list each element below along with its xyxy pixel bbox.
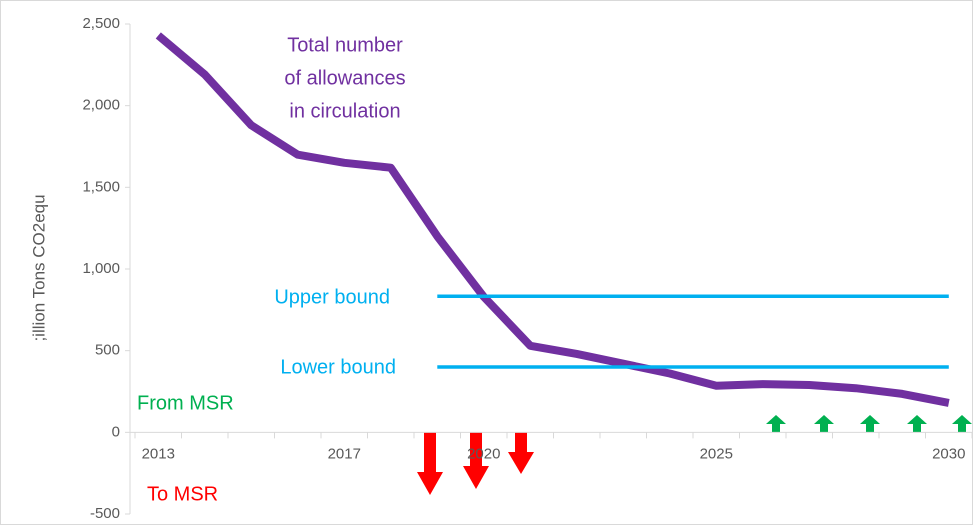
y-tick-label: 0 — [112, 423, 120, 440]
x-tick-label: 2025 — [700, 445, 733, 462]
y-tick-label: 2,000 — [82, 97, 120, 114]
x-tick-label: 2030 — [932, 445, 965, 462]
y-tick-label: 1,500 — [82, 178, 120, 195]
arrow — [814, 415, 834, 432]
annotation: To MSR — [147, 483, 218, 505]
series-line — [155, 32, 950, 407]
arrow — [907, 415, 927, 432]
arrow — [766, 415, 786, 432]
annotation: of allowances — [284, 67, 405, 89]
red-arrows — [417, 432, 534, 495]
x-tick-label: 2020 — [467, 445, 500, 462]
annotation: Total number — [287, 34, 403, 56]
y-tick-label: -500 — [90, 505, 120, 522]
annotation: in circulation — [289, 100, 400, 122]
arrow — [417, 432, 443, 495]
legend-label: Lower bound — [280, 356, 396, 378]
x-tick-label: 2013 — [142, 445, 175, 462]
y-tick-label: 1,000 — [82, 260, 120, 277]
arrow — [952, 415, 972, 432]
arrow — [860, 415, 880, 432]
legend-label: Upper bound — [274, 286, 390, 308]
green-arrows — [766, 415, 972, 432]
arrow — [463, 432, 489, 489]
annotation: From MSR — [137, 392, 234, 414]
y-tick-label: 2,500 — [82, 15, 120, 32]
y-tick-label: 500 — [95, 342, 120, 359]
x-tick-label: 2017 — [328, 445, 361, 462]
arrow — [508, 432, 534, 474]
y-axis-label: ;illion Tons CO2equ — [29, 194, 48, 341]
